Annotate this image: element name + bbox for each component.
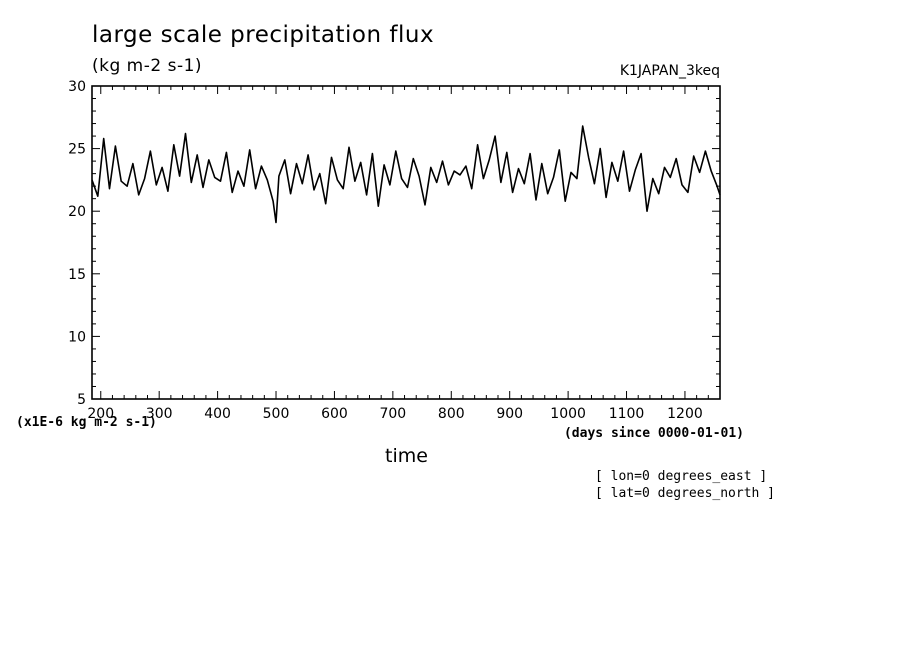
x-tick-label: 500 bbox=[263, 406, 290, 422]
run-label: K1JAPAN_3keq bbox=[619, 63, 720, 79]
y-tick-label: 25 bbox=[68, 142, 86, 158]
x-tick-label: 1100 bbox=[609, 406, 645, 422]
x-tick-label: 900 bbox=[496, 406, 523, 422]
series-line-0 bbox=[91, 125, 721, 224]
y-tick-label: 15 bbox=[68, 267, 86, 283]
y-tick-label: 5 bbox=[77, 392, 86, 408]
x-tick-label: 200 bbox=[87, 406, 114, 422]
x-tick-label: 1000 bbox=[550, 406, 586, 422]
x-axis-label: time bbox=[385, 445, 428, 467]
chart-title: large scale precipitation flux bbox=[92, 22, 435, 48]
x-tick-label: 300 bbox=[146, 406, 173, 422]
x-tick-label: 400 bbox=[204, 406, 231, 422]
series-layer bbox=[91, 125, 721, 224]
y-tick-label: 10 bbox=[68, 329, 86, 345]
chart-subtitle: (kg m-2 s-1) bbox=[92, 56, 203, 76]
plot-frame bbox=[91, 85, 721, 400]
y-tick-label: 30 bbox=[68, 79, 86, 95]
x-tick-label: 800 bbox=[438, 406, 465, 422]
x-tick-label: 1200 bbox=[667, 406, 703, 422]
axis-layer: 5 10 15 20 25 30 200 300 400 500 600 700 800 900 1000 1… bbox=[68, 79, 721, 422]
y-scale-label: (x1E-6 kg m-2 s-1) bbox=[16, 415, 157, 430]
y-tick-label: 20 bbox=[68, 204, 86, 220]
lon-note: [ lon=0 degrees_east ] bbox=[595, 469, 768, 484]
x-units-label: (days since 0000-01-01) bbox=[563, 426, 744, 441]
lat-note: [ lat=0 degrees_north ] bbox=[595, 486, 776, 501]
x-tick-label: 600 bbox=[321, 406, 348, 422]
x-tick-label: 700 bbox=[379, 406, 406, 422]
